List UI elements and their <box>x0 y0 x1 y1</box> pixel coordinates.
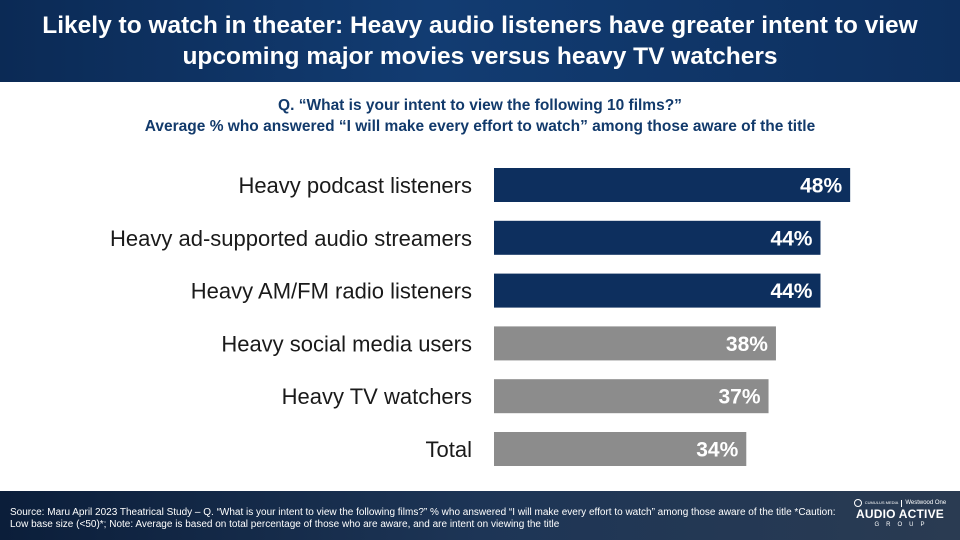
bar <box>494 273 821 308</box>
source-note: Source: Maru April 2023 Theatrical Study… <box>10 507 836 530</box>
category-label: Heavy social media users <box>221 331 472 356</box>
data-label: 44% <box>770 280 812 303</box>
logo-brands: CUMULUS MEDIA Westwood One <box>845 499 955 507</box>
bar <box>494 326 776 361</box>
logo-subname: GROUP <box>874 522 932 528</box>
bar-chart: Heavy podcast listeners 48% Heavy ad-suppo… <box>110 168 851 466</box>
data-label: 38% <box>726 333 768 356</box>
cumulus-icon <box>853 499 862 507</box>
data-label: 37% <box>719 386 761 409</box>
logo-brand-left: CUMULUS MEDIA <box>864 500 899 505</box>
chart-subtitle: Q. “What is your intent to view the foll… <box>0 95 960 137</box>
bar <box>494 168 851 202</box>
logo-divider <box>901 499 903 507</box>
data-label: 48% <box>800 175 842 198</box>
subtitle-text: Average % who answered “I will make ever… <box>144 118 816 135</box>
category-label: Heavy TV watchers <box>282 384 472 409</box>
audio-active-group-logo: CUMULUS MEDIA Westwood One AUDIO ACTIVE … <box>845 499 955 537</box>
logo-brand-right: Westwood One <box>905 500 947 506</box>
title-banner: Likely to watch in theater: Heavy audio … <box>0 0 960 82</box>
category-label: Heavy AM/FM radio listeners <box>191 279 472 304</box>
bar <box>494 379 769 414</box>
bar <box>494 220 821 255</box>
data-label: 34% <box>696 439 738 462</box>
data-label: 44% <box>770 227 812 250</box>
footer-bar: Source: Maru April 2023 Theatrical Study… <box>0 491 960 540</box>
page-title: Likely to watch in theater: Heavy audio … <box>42 12 918 70</box>
category-label: Heavy podcast listeners <box>238 173 472 198</box>
category-label: Heavy ad-supported audio streamers <box>110 226 472 251</box>
bar <box>494 432 747 466</box>
logo-name: AUDIO ACTIVE <box>856 507 944 521</box>
question-text: Q. “What is your intent to view the foll… <box>278 97 682 114</box>
category-label: Total <box>426 437 472 462</box>
